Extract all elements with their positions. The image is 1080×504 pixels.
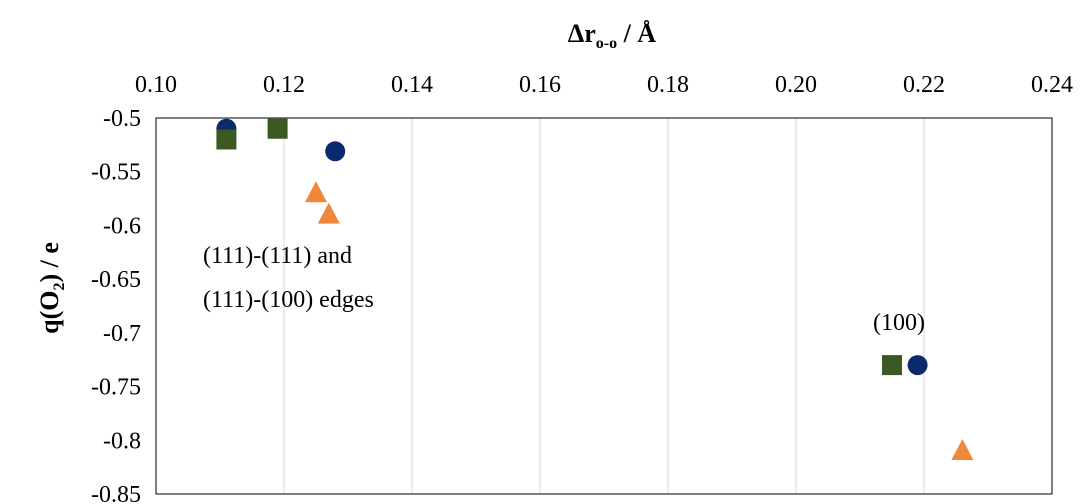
y-axis-title: q(O2) / e xyxy=(35,242,68,334)
annotation-facet-100: (100) xyxy=(873,310,925,336)
triangle-marker xyxy=(317,202,340,224)
circle-marker xyxy=(907,355,928,376)
y-axis-title-rest: ) / e xyxy=(35,242,64,282)
data-points xyxy=(216,118,974,461)
x-axis-title: Δro-o / Å xyxy=(568,19,656,52)
y-axis-title-main: q(O xyxy=(35,291,64,334)
square-marker xyxy=(882,355,902,376)
square-marker xyxy=(216,129,237,150)
y-tick-label: -0.7 xyxy=(103,321,141,347)
y-tick-label: -0.55 xyxy=(91,160,141,186)
x-axis-title-subscript: o-o xyxy=(596,35,617,52)
x-tick-label: 0.22 xyxy=(903,72,945,98)
y-tick-labels: -0.5 -0.55 -0.6 -0.65 -0.7 -0.75 -0.8 -0.85 xyxy=(91,106,141,504)
plot-area-frame xyxy=(155,117,1053,495)
x-tick-label: 0.24 xyxy=(1031,72,1073,98)
y-tick-label: -0.8 xyxy=(103,428,141,454)
triangle-marker xyxy=(305,181,327,203)
x-tick-label: 0.18 xyxy=(647,72,689,98)
x-axis-title-main: Δr xyxy=(568,19,596,48)
annotation-edges-line2: (111)-(100) edges xyxy=(203,287,374,313)
y-tick-label: -0.6 xyxy=(103,213,141,239)
x-tick-label: 0.10 xyxy=(135,72,177,98)
x-tick-labels: 0.10 0.12 0.14 0.16 0.18 0.20 0.22 0.24 xyxy=(135,72,1073,98)
y-tick-label: -0.75 xyxy=(91,375,141,401)
x-tick-label: 0.12 xyxy=(263,72,305,98)
y-axis-title-subscript: 2 xyxy=(51,283,68,291)
circle-marker xyxy=(325,141,346,162)
vertical-gridlines xyxy=(283,118,925,494)
y-tick-label: -0.85 xyxy=(91,482,141,504)
y-tick-label: -0.5 xyxy=(103,106,141,132)
x-axis-title-rest: / Å xyxy=(617,19,656,48)
x-tick-label: 0.14 xyxy=(391,72,433,98)
x-tick-label: 0.20 xyxy=(775,72,817,98)
x-tick-label: 0.16 xyxy=(519,72,561,98)
annotation-edges-line1: (111)-(111) and xyxy=(203,243,352,269)
triangle-marker xyxy=(951,439,974,461)
square-marker xyxy=(267,118,288,139)
y-tick-label: -0.65 xyxy=(91,267,141,293)
